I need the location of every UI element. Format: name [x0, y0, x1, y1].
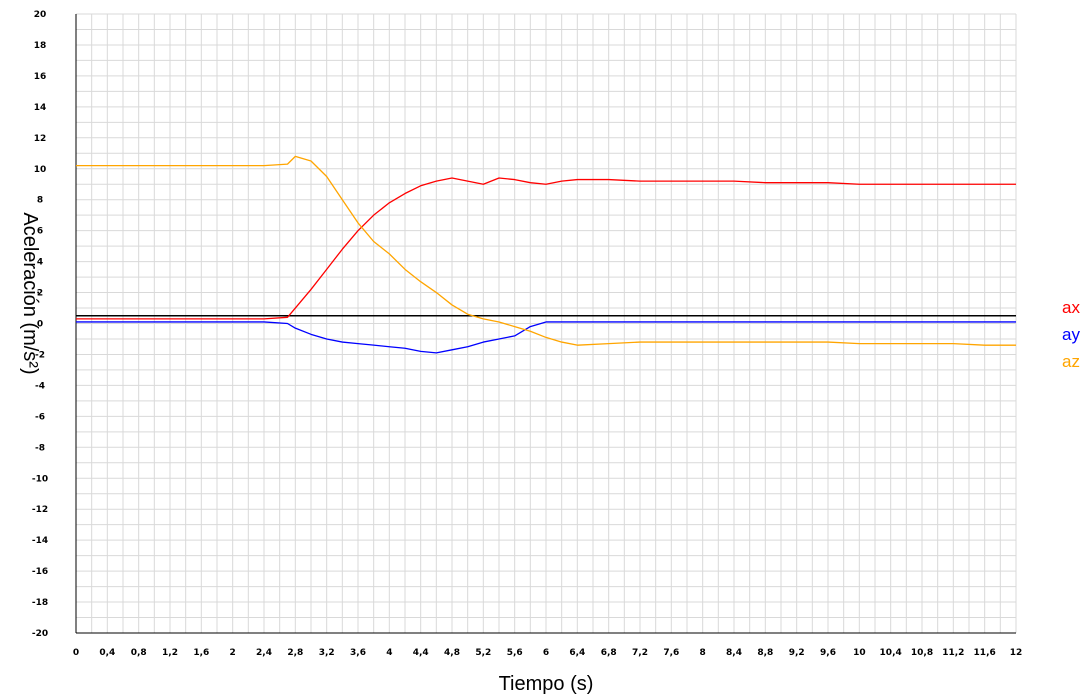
series-line-ay — [76, 321, 1016, 354]
x-tick-label: 10,4 — [880, 648, 902, 658]
x-tick-label: 10 — [853, 648, 866, 658]
x-tick-label: 1,6 — [193, 648, 209, 658]
x-tick-label: 6 — [543, 648, 549, 658]
legend-item-ay: ay — [1062, 325, 1080, 344]
x-tick-label: 7,2 — [632, 648, 648, 658]
y-tick-label: -10 — [32, 474, 48, 484]
y-tick-label: 20 — [34, 10, 47, 20]
y-axis-title: Aceleración (m/s²) — [19, 212, 41, 374]
y-tick-label: -20 — [32, 629, 48, 639]
y-tick-label: 18 — [34, 41, 47, 51]
x-tick-label: 7,6 — [663, 648, 679, 658]
y-tick-label: -8 — [35, 443, 45, 453]
x-tick-label: 0,8 — [131, 648, 147, 658]
y-tick-label: -12 — [32, 505, 48, 515]
y-tick-label: 8 — [37, 196, 43, 206]
x-tick-label: 6,8 — [601, 648, 617, 658]
y-tick-label: -2 — [35, 350, 45, 360]
x-tick-label: 12 — [1010, 648, 1023, 658]
tick-labels: 20181614121086420-2-4-6-8-10-12-14-16-18… — [32, 10, 1022, 658]
y-tick-label: 12 — [34, 134, 47, 144]
x-tick-label: 2,4 — [256, 648, 272, 658]
axes — [75, 14, 1016, 634]
x-tick-label: 3,2 — [319, 648, 335, 658]
x-tick-label: 3,6 — [350, 648, 366, 658]
x-tick-label: 5,6 — [507, 648, 523, 658]
legend-item-ax: ax — [1062, 298, 1080, 317]
x-tick-label: 4,8 — [444, 648, 460, 658]
y-tick-label: -16 — [32, 567, 48, 577]
series-line-az — [76, 155, 1016, 346]
y-tick-label: 0 — [37, 320, 43, 330]
x-tick-label: 5,2 — [475, 648, 491, 658]
x-tick-label: 8 — [700, 648, 706, 658]
y-tick-label: 16 — [34, 72, 47, 82]
x-tick-label: 6,4 — [569, 648, 585, 658]
x-tick-label: 9,2 — [789, 648, 805, 658]
y-tick-label: -18 — [32, 598, 48, 608]
legend: ax ay az — [1062, 298, 1080, 371]
x-tick-label: 0 — [73, 648, 79, 658]
y-tick-label: -4 — [35, 381, 45, 391]
x-tick-label: 2 — [230, 648, 236, 658]
series-line-ax — [76, 177, 1016, 320]
x-tick-label: 10,8 — [911, 648, 933, 658]
x-tick-label: 0,4 — [99, 648, 115, 658]
series-lines — [76, 155, 1016, 354]
y-tick-label: 2 — [37, 289, 43, 299]
x-tick-label: 4,4 — [413, 648, 429, 658]
grid — [75, 13, 1017, 634]
x-tick-label: 8,4 — [726, 648, 742, 658]
x-tick-label: 4 — [386, 648, 392, 658]
x-tick-label: 11,2 — [942, 648, 964, 658]
y-tick-label: -6 — [35, 412, 45, 422]
legend-item-az: az — [1062, 352, 1080, 371]
x-tick-label: 11,6 — [974, 648, 996, 658]
y-tick-label: 14 — [34, 103, 47, 113]
x-axis-title: Tiempo (s) — [499, 673, 594, 695]
x-tick-label: 1,2 — [162, 648, 178, 658]
y-tick-label: -14 — [32, 536, 48, 546]
x-tick-label: 2,8 — [287, 648, 303, 658]
x-tick-label: 8,8 — [757, 648, 773, 658]
x-tick-label: 9,6 — [820, 648, 836, 658]
y-tick-label: 10 — [34, 165, 47, 175]
y-tick-label: 4 — [37, 258, 43, 268]
y-tick-label: 6 — [37, 227, 43, 237]
